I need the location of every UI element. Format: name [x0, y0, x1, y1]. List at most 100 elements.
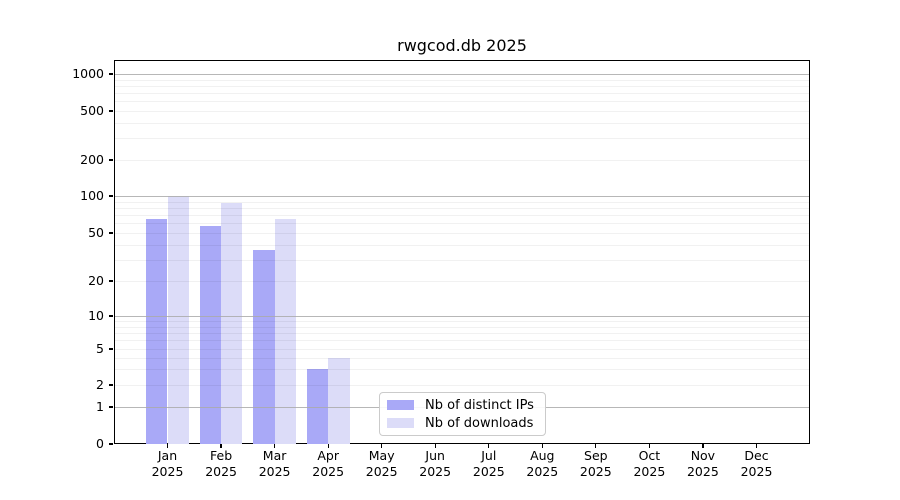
year-label: 2025	[472, 464, 505, 479]
x-axis-tick-label: Jul 2025	[457, 448, 521, 480]
bar	[306, 369, 329, 444]
minor-gridline	[115, 207, 809, 209]
year-label: 2025	[312, 464, 345, 479]
minor-gridline	[115, 101, 809, 103]
legend-label: Nb of distinct IPs	[425, 397, 534, 413]
x-axis-tick-label: Apr 2025	[296, 448, 360, 480]
month-label: Oct	[638, 448, 661, 463]
x-axis-tick	[434, 444, 436, 448]
x-axis-tick	[755, 444, 758, 448]
y-axis-tick-label: 1000	[72, 65, 104, 81]
x-axis-tick	[327, 444, 329, 448]
bar	[221, 202, 243, 444]
y-axis-tick	[109, 110, 113, 112]
y-axis-tick	[109, 232, 113, 234]
year-label: 2025	[205, 464, 237, 479]
x-axis-tick	[702, 444, 704, 448]
month-label: Dec	[744, 448, 769, 463]
x-axis-tick	[595, 444, 597, 448]
month-label: Sep	[584, 448, 608, 463]
x-axis-tick-label: Jan 2025	[136, 448, 200, 480]
x-axis-tick-label: Mar 2025	[243, 448, 307, 480]
x-axis-tick	[273, 444, 276, 448]
x-axis-tick-label: Aug 2025	[510, 448, 574, 480]
legend-swatch	[387, 418, 414, 428]
y-axis-tick	[109, 384, 113, 386]
legend-label: Nb of downloads	[425, 415, 534, 431]
month-label: Jun	[425, 448, 445, 463]
minor-gridline	[115, 333, 809, 334]
month-label: Mar	[262, 448, 287, 463]
y-axis-tick-label: 20	[88, 272, 104, 288]
major-gridline	[115, 316, 809, 317]
year-label: 2025	[686, 464, 719, 479]
year-label: 2025	[365, 464, 398, 479]
legend-row: Nb of distinct IPs	[387, 398, 537, 413]
y-axis-tick	[109, 73, 113, 75]
bar	[328, 357, 350, 444]
x-axis-tick-label: Dec 2025	[725, 448, 789, 480]
y-axis-tick	[109, 280, 113, 282]
y-axis-tick-label: 100	[80, 187, 104, 203]
month-label: Nov	[690, 448, 716, 463]
minor-gridline	[115, 85, 809, 87]
year-label: 2025	[419, 464, 452, 479]
y-axis-tick	[109, 159, 113, 161]
year-label: 2025	[633, 464, 666, 479]
x-axis-tick	[381, 444, 383, 448]
minor-gridline	[115, 138, 809, 140]
minor-gridline	[115, 160, 809, 161]
minor-gridline	[115, 340, 809, 342]
year-label: 2025	[740, 464, 773, 479]
x-axis-tick-label: Sep 2025	[564, 448, 628, 480]
minor-gridline	[115, 281, 809, 282]
month-label: Jan	[157, 448, 178, 463]
minor-gridline	[115, 215, 809, 216]
month-label: Feb	[210, 448, 233, 463]
legend: Nb of distinct IPs Nb of downloads	[379, 392, 546, 436]
minor-gridline	[115, 385, 809, 386]
y-axis-tick-label: 2	[96, 376, 104, 392]
legend-swatch	[387, 400, 414, 410]
x-axis-tick-label: May 2025	[350, 448, 414, 480]
year-label: 2025	[151, 464, 184, 479]
x-axis-tick	[648, 444, 651, 448]
year-label: 2025	[579, 464, 612, 479]
y-axis-tick-label: 50	[88, 224, 104, 240]
bar	[146, 219, 168, 444]
month-label: Aug	[530, 448, 555, 463]
bar	[199, 226, 222, 444]
y-axis-tick-label: 500	[80, 102, 104, 118]
y-axis-tick-label: 10	[88, 307, 104, 323]
x-axis-tick	[488, 444, 490, 448]
x-axis-tick-label: Jun 2025	[403, 448, 467, 480]
y-axis-tick	[109, 348, 113, 350]
bar	[167, 196, 189, 444]
minor-gridline	[115, 233, 809, 234]
minor-gridline	[115, 321, 809, 322]
year-label: 2025	[526, 464, 559, 479]
y-axis-tick-label: 200	[80, 151, 104, 167]
month-label: Jul	[481, 448, 497, 463]
minor-gridline	[115, 357, 809, 359]
minor-gridline	[115, 93, 809, 94]
major-gridline	[115, 196, 809, 197]
minor-gridline	[115, 122, 809, 124]
minor-gridline	[115, 201, 809, 203]
minor-gridline	[115, 223, 809, 225]
bar	[274, 219, 296, 444]
minor-gridline	[115, 79, 809, 81]
x-axis-tick-label: Oct 2025	[617, 448, 681, 480]
minor-gridline	[115, 259, 809, 261]
minor-gridline	[115, 326, 809, 328]
minor-gridline	[115, 244, 809, 246]
y-axis-tick	[109, 315, 113, 317]
y-axis-tick	[109, 443, 113, 445]
major-gridline	[115, 74, 809, 75]
x-axis-tick-label: Feb 2025	[189, 448, 253, 480]
year-label: 2025	[258, 464, 291, 479]
minor-gridline	[115, 111, 809, 112]
month-label: Apr	[317, 448, 339, 463]
month-label: May	[368, 448, 395, 463]
